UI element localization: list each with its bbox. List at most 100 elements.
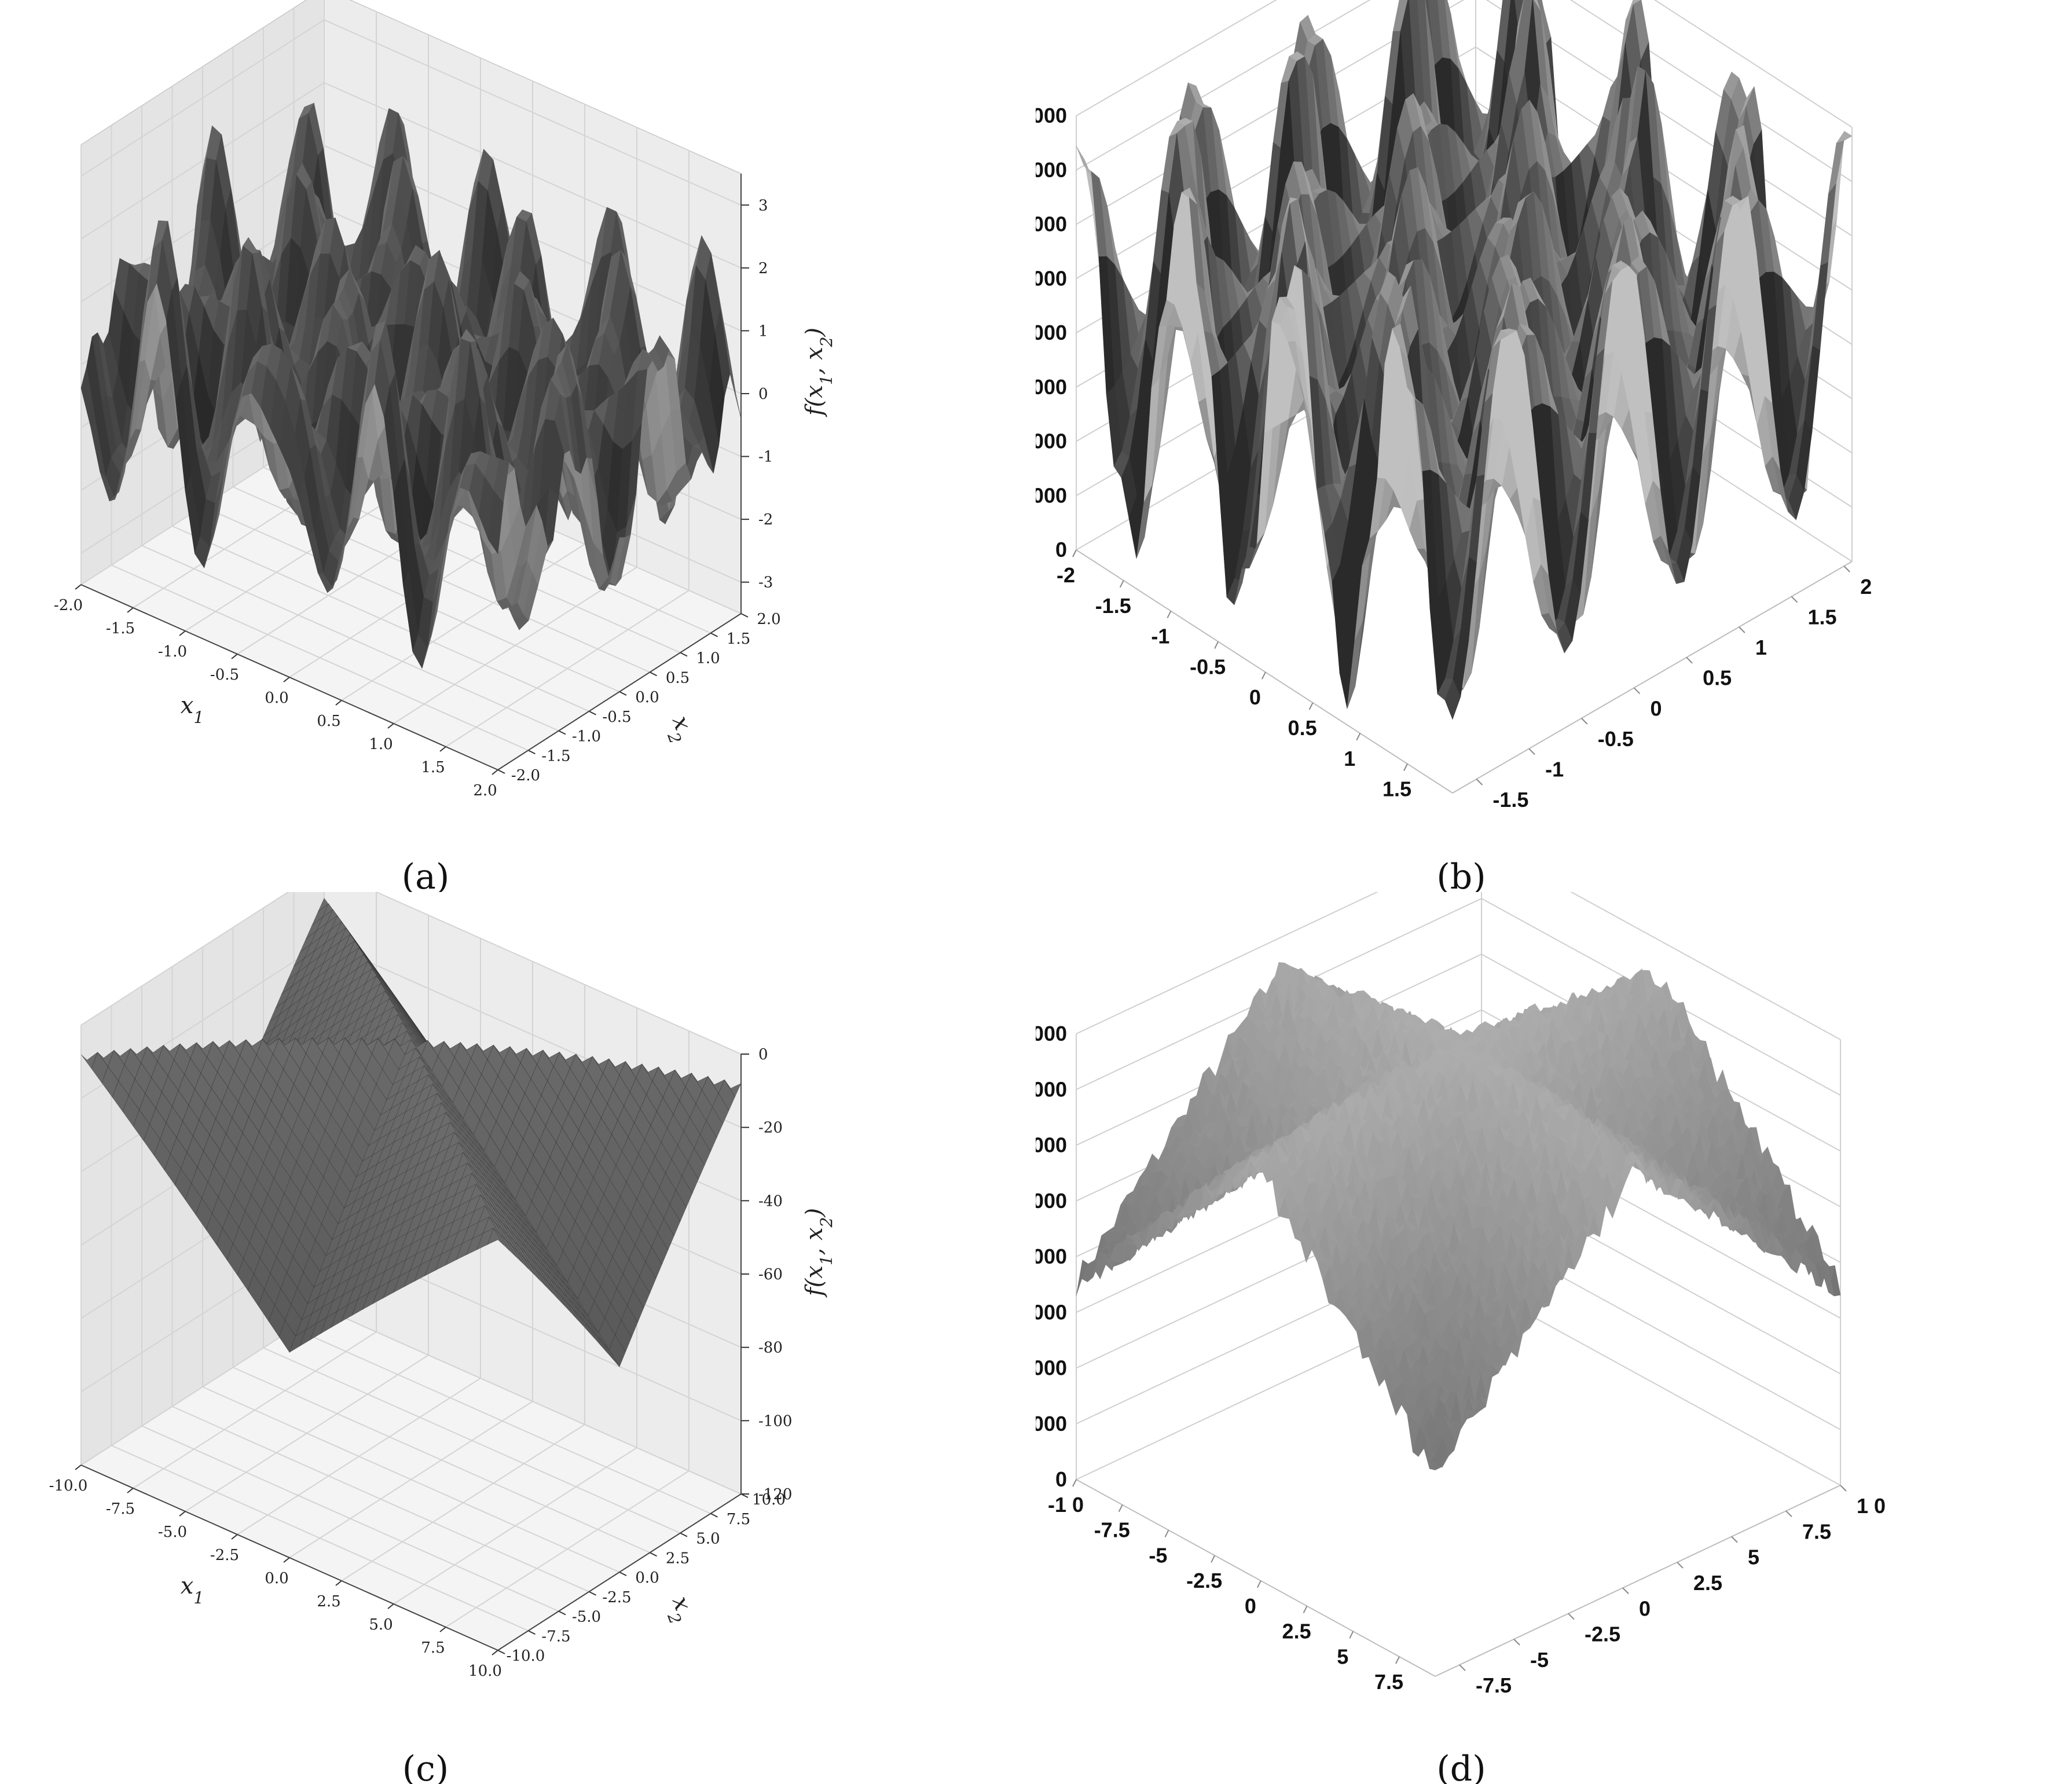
- chart-a-x-tick: [439, 746, 446, 752]
- chart-a-y-tick-label: 1.0: [696, 650, 720, 667]
- chart-a-x-tick-label: -0.5: [210, 666, 239, 684]
- chart-a-x-tick: [283, 677, 290, 682]
- chart-a-y-tick-label: -2.0: [511, 767, 540, 784]
- chart-a-x-tick-label: 0.5: [317, 713, 340, 730]
- chart-a-surface: [80, 102, 742, 669]
- chart-b-surface-facet: [1836, 131, 1853, 144]
- chart-a-y-tick-label: 1.5: [727, 630, 750, 648]
- chart-b-z-tick-label: 20,000: [1036, 321, 1067, 344]
- chart-a-grid-z: [324, 19, 742, 206]
- chart-a-x-tick-label: -1.0: [158, 643, 187, 660]
- chart-a-y-tick: [619, 691, 627, 696]
- chart-a-y-tick: [710, 632, 718, 637]
- chart-b-x-tick-label: -1: [1151, 625, 1169, 648]
- chart-a-z-label: f(x1, x2): [801, 328, 836, 417]
- chart-a-z-tick-label: -3: [758, 574, 773, 592]
- chart-a-z-tick-label: 2: [758, 260, 768, 277]
- chart-a-z-tick-label: -2: [758, 511, 773, 528]
- chart-a-y-tick-label: 0.5: [666, 669, 690, 687]
- chart-a-y-tick: [497, 769, 505, 774]
- chart-b-y-tick-label: -1.5: [1492, 788, 1528, 812]
- chart-b-z-tick-label: 0: [1055, 538, 1067, 561]
- chart-a-x-tick: [231, 654, 238, 659]
- chart-b-x-tick: [1119, 580, 1124, 588]
- chart-b-x-tick: [1403, 763, 1408, 772]
- chart-a-y-tick-label: -1.0: [572, 728, 601, 746]
- chart-c-grid-y: [111, 1445, 529, 1632]
- chart-b-z-tick-label: 15,000: [1036, 375, 1067, 399]
- chart-b-y-tick-label: 2: [1860, 575, 1872, 599]
- chart-a-x-tick: [75, 584, 82, 590]
- chart-b-x-tick: [1167, 611, 1172, 619]
- chart-a-y-tick-label: -1.5: [541, 747, 570, 765]
- chart-b-grid-z: [1653, 0, 1853, 128]
- chart-b-z-tick-label: 10,000: [1036, 430, 1067, 453]
- chart-c-grid-y: [294, 1327, 711, 1514]
- chart-b-x-tick-label: 1.5: [1382, 777, 1411, 801]
- chart-b-svg: 0500010,00015,00020,00025,00030,00035,00…: [1036, 0, 1872, 892]
- chart-b-y-tick-label: 1.5: [1808, 605, 1837, 629]
- chart-c-grid-z: [324, 1308, 742, 1495]
- chart-b-z-tick-label: 25,000: [1036, 266, 1067, 290]
- chart-a-x-tick: [387, 723, 394, 729]
- chart-a-y-tick-label: 0.0: [635, 689, 659, 706]
- chart-a-grid-z: [80, 19, 325, 177]
- chart-b-y-tick: [1476, 779, 1483, 785]
- chart-c-grid-z: [80, 892, 289, 1026]
- chart-a-y-tick: [528, 750, 536, 755]
- chart-a-y-tick: [650, 671, 657, 677]
- chart-a-grid-y: [172, 525, 589, 712]
- chart-b-x-tick: [1308, 702, 1314, 710]
- chart-a-grid-y: [111, 564, 529, 751]
- chart-b-y-tick-label: -1: [1545, 757, 1564, 781]
- chart-b-surface-facet: [1444, 678, 1461, 720]
- chart-b-z-tick-label: 35,000: [1036, 158, 1067, 182]
- chart-b-y-tick-label: 0.5: [1703, 666, 1732, 690]
- chart-b-x-tick-label: -1.5: [1095, 594, 1131, 618]
- chart-b-y-tick: [1581, 718, 1588, 725]
- chart-a-x-tick: [492, 769, 498, 775]
- chart-a-y-tick-label: -0.5: [602, 709, 631, 726]
- chart-b-y-tick-label: 1: [1755, 636, 1767, 659]
- chart-b-y-tick: [1843, 566, 1850, 572]
- chart-a-x-tick-label: 1.5: [421, 759, 445, 776]
- chart-c-svg: -10.0-7.5-5.0-2.50.02.55.07.510.0-10.0-7…: [49, 892, 836, 1784]
- chart-a-grid-y: [141, 545, 559, 732]
- chart-a-y-tick-label: 2.0: [757, 611, 780, 628]
- chart-a-y-axis-line: [497, 613, 742, 770]
- chart-a-z-tick-label: 1: [758, 322, 768, 340]
- chart-panel-c: -10.0 -7.5 -5.0 -2.5 0.0 2.5 5.0 7.5 10.0 -10.0 -7…: [0, 892, 1036, 1784]
- chart-a-x-tick-label: 0.0: [265, 689, 288, 707]
- chart-b-y-tick: [1633, 687, 1641, 694]
- chart-a-x-tick-label: 1.0: [369, 736, 393, 753]
- chart-b-panel-label: (b): [1436, 857, 1486, 892]
- chart-b-grid-z: [1076, 0, 1277, 116]
- chart-a-z-tick-label: 3: [758, 197, 768, 214]
- chart-a-z-tick-label: -1: [758, 449, 773, 466]
- chart-a-grid-z: [80, 82, 325, 240]
- chart-c-grid-y: [233, 1367, 650, 1554]
- chart-b-grid-z: [1569, 0, 1853, 182]
- chart-b-z-tick-label: 40,000: [1036, 104, 1067, 127]
- chart-a-z-tick-label: 0: [758, 386, 768, 403]
- chart-a-x-tick: [335, 700, 342, 706]
- chart-b-z-tick-label: 30,000: [1036, 212, 1067, 236]
- chart-c-grid-y: [172, 1405, 589, 1592]
- chart-b-x-tick: [1214, 641, 1219, 649]
- chart-b-x-tick-label: 0.5: [1288, 716, 1317, 740]
- chart-a-y-tick: [740, 613, 749, 618]
- chart-a-x-tick: [127, 607, 134, 613]
- chart-c-grid-y: [202, 1386, 620, 1573]
- chart-a-y-tick: [589, 710, 596, 715]
- chart-b-y-tick: [1686, 657, 1693, 664]
- chart-a-x-label: x1: [181, 692, 204, 727]
- chart-a-y-tick: [558, 730, 566, 735]
- chart-a-x-tick-label: -1.5: [106, 620, 135, 637]
- chart-b-x-tick-label: -0.5: [1190, 655, 1226, 678]
- chart-a-x-axis-line: [80, 584, 498, 770]
- chart-b-y-tick-label: -0.5: [1598, 727, 1634, 751]
- chart-b-x-tick: [1356, 733, 1361, 741]
- chart-a-x-tick: [179, 630, 186, 636]
- chart-a-y-tick: [680, 652, 688, 657]
- chart-b-x-tick-label: 1: [1344, 747, 1355, 770]
